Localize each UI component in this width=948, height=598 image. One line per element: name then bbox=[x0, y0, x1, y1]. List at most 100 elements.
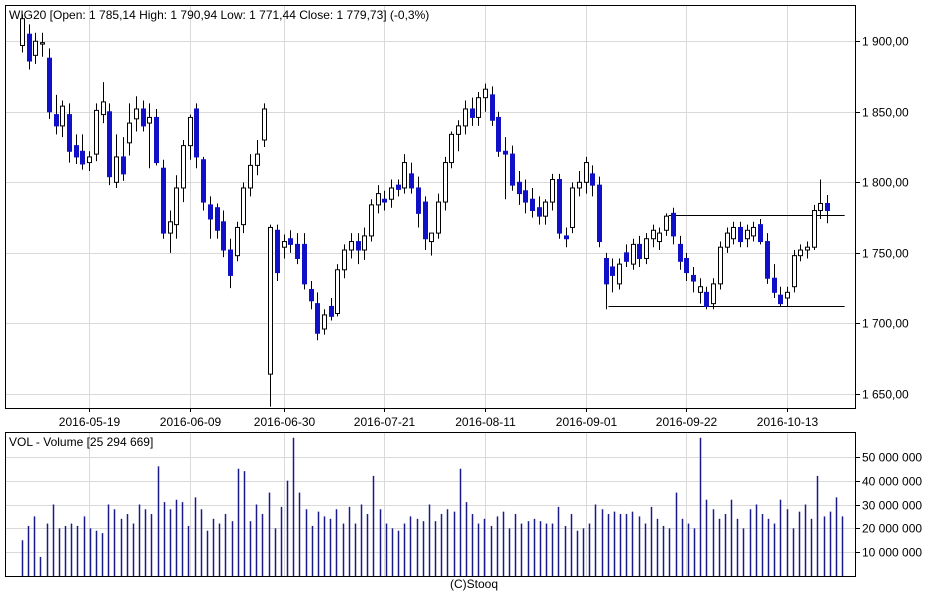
candle bbox=[785, 286, 790, 307]
candle-body bbox=[329, 305, 334, 317]
candle-body bbox=[322, 314, 327, 330]
candle bbox=[792, 250, 797, 293]
candle-body bbox=[678, 243, 683, 262]
candle-body bbox=[456, 125, 461, 135]
candle-body bbox=[644, 238, 649, 259]
candle-body bbox=[221, 221, 226, 251]
candle-body bbox=[396, 184, 401, 190]
candle bbox=[604, 252, 609, 310]
candle-body bbox=[543, 201, 548, 217]
candle bbox=[248, 154, 253, 197]
candle bbox=[624, 244, 629, 267]
candle-body bbox=[127, 122, 132, 144]
volume-legend: VOL - Volume [25 294 669] bbox=[9, 435, 153, 449]
candle bbox=[33, 32, 38, 64]
candle bbox=[127, 103, 132, 156]
price-plot-frame bbox=[5, 5, 856, 409]
candle-body bbox=[342, 249, 347, 271]
candle-body bbox=[181, 145, 186, 189]
price-y-tick-label: 1 850,00 bbox=[862, 106, 909, 120]
candle-body bbox=[20, 18, 25, 46]
candle bbox=[718, 241, 723, 290]
candle bbox=[87, 151, 92, 172]
candle bbox=[463, 100, 468, 135]
candle bbox=[402, 154, 407, 194]
candle-body bbox=[288, 238, 293, 245]
candle bbox=[765, 233, 770, 284]
candle bbox=[315, 292, 320, 341]
candle bbox=[40, 32, 45, 57]
candle bbox=[423, 196, 428, 251]
price-y-tick-label: 1 650,00 bbox=[862, 388, 909, 402]
candle bbox=[530, 187, 535, 218]
candle bbox=[664, 213, 669, 236]
candle-body bbox=[463, 108, 468, 127]
candle bbox=[644, 233, 649, 265]
candle bbox=[288, 230, 293, 253]
candle-body bbox=[751, 226, 756, 237]
candle-body bbox=[295, 243, 300, 259]
candle-body bbox=[436, 201, 441, 234]
candle-body bbox=[657, 232, 662, 243]
price-y-tick-label: 1 900,00 bbox=[862, 35, 909, 49]
candle-body bbox=[584, 162, 589, 183]
candle bbox=[651, 224, 656, 248]
candle-body bbox=[671, 212, 676, 237]
candle bbox=[134, 96, 139, 132]
candle bbox=[208, 196, 213, 239]
candle-body bbox=[550, 178, 555, 203]
candle bbox=[818, 179, 823, 219]
candle-body bbox=[604, 257, 609, 285]
candle-body bbox=[825, 202, 830, 212]
candle-body bbox=[141, 108, 146, 127]
candle bbox=[262, 103, 267, 148]
candle-body bbox=[356, 241, 361, 251]
candle-body bbox=[268, 226, 273, 375]
candle bbox=[657, 227, 662, 251]
candle bbox=[778, 286, 783, 307]
candle bbox=[456, 120, 461, 152]
candle-body bbox=[282, 241, 287, 248]
candle bbox=[181, 140, 186, 203]
candles bbox=[20, 14, 830, 407]
candle bbox=[517, 171, 522, 205]
candle-body bbox=[765, 241, 770, 279]
candle-body bbox=[597, 184, 602, 243]
candle-body bbox=[382, 198, 387, 203]
candle bbox=[67, 103, 72, 163]
candle bbox=[564, 227, 569, 248]
price-y-tick-label: 1 700,00 bbox=[862, 317, 909, 331]
price-legend: WIG20 [Open: 1 785,14 High: 1 790,94 Low… bbox=[9, 8, 429, 22]
candle-body bbox=[168, 221, 173, 234]
candle-body bbox=[27, 33, 32, 62]
candle bbox=[107, 103, 112, 186]
candle bbox=[557, 173, 562, 239]
candle-body bbox=[503, 150, 508, 155]
candle-body bbox=[818, 202, 823, 212]
candle bbox=[470, 97, 475, 126]
candle bbox=[751, 221, 756, 242]
candle-body bbox=[812, 210, 817, 248]
candle-body bbox=[94, 109, 99, 155]
price-x-tick-label: 2016-05-19 bbox=[59, 415, 121, 429]
candle-body bbox=[349, 241, 354, 251]
candle-body bbox=[523, 190, 528, 203]
candle bbox=[342, 244, 347, 279]
candle bbox=[302, 233, 307, 290]
candle bbox=[503, 137, 508, 200]
candle-body bbox=[201, 159, 206, 203]
candle bbox=[684, 252, 689, 282]
candle bbox=[711, 278, 716, 310]
volume-panel: 10 000 000 20 000 000 30 000 000 40 000 000… bbox=[5, 432, 922, 577]
candle-body bbox=[758, 224, 763, 243]
candle bbox=[275, 224, 280, 282]
candle bbox=[221, 210, 226, 258]
candle-body bbox=[423, 201, 428, 240]
candle bbox=[597, 176, 602, 248]
candle-body bbox=[369, 204, 374, 237]
candle-body bbox=[577, 181, 582, 189]
candle bbox=[54, 94, 59, 135]
volume-y-tick-label: 10 000 000 bbox=[862, 546, 922, 560]
candle bbox=[772, 264, 777, 298]
candle bbox=[429, 232, 434, 256]
